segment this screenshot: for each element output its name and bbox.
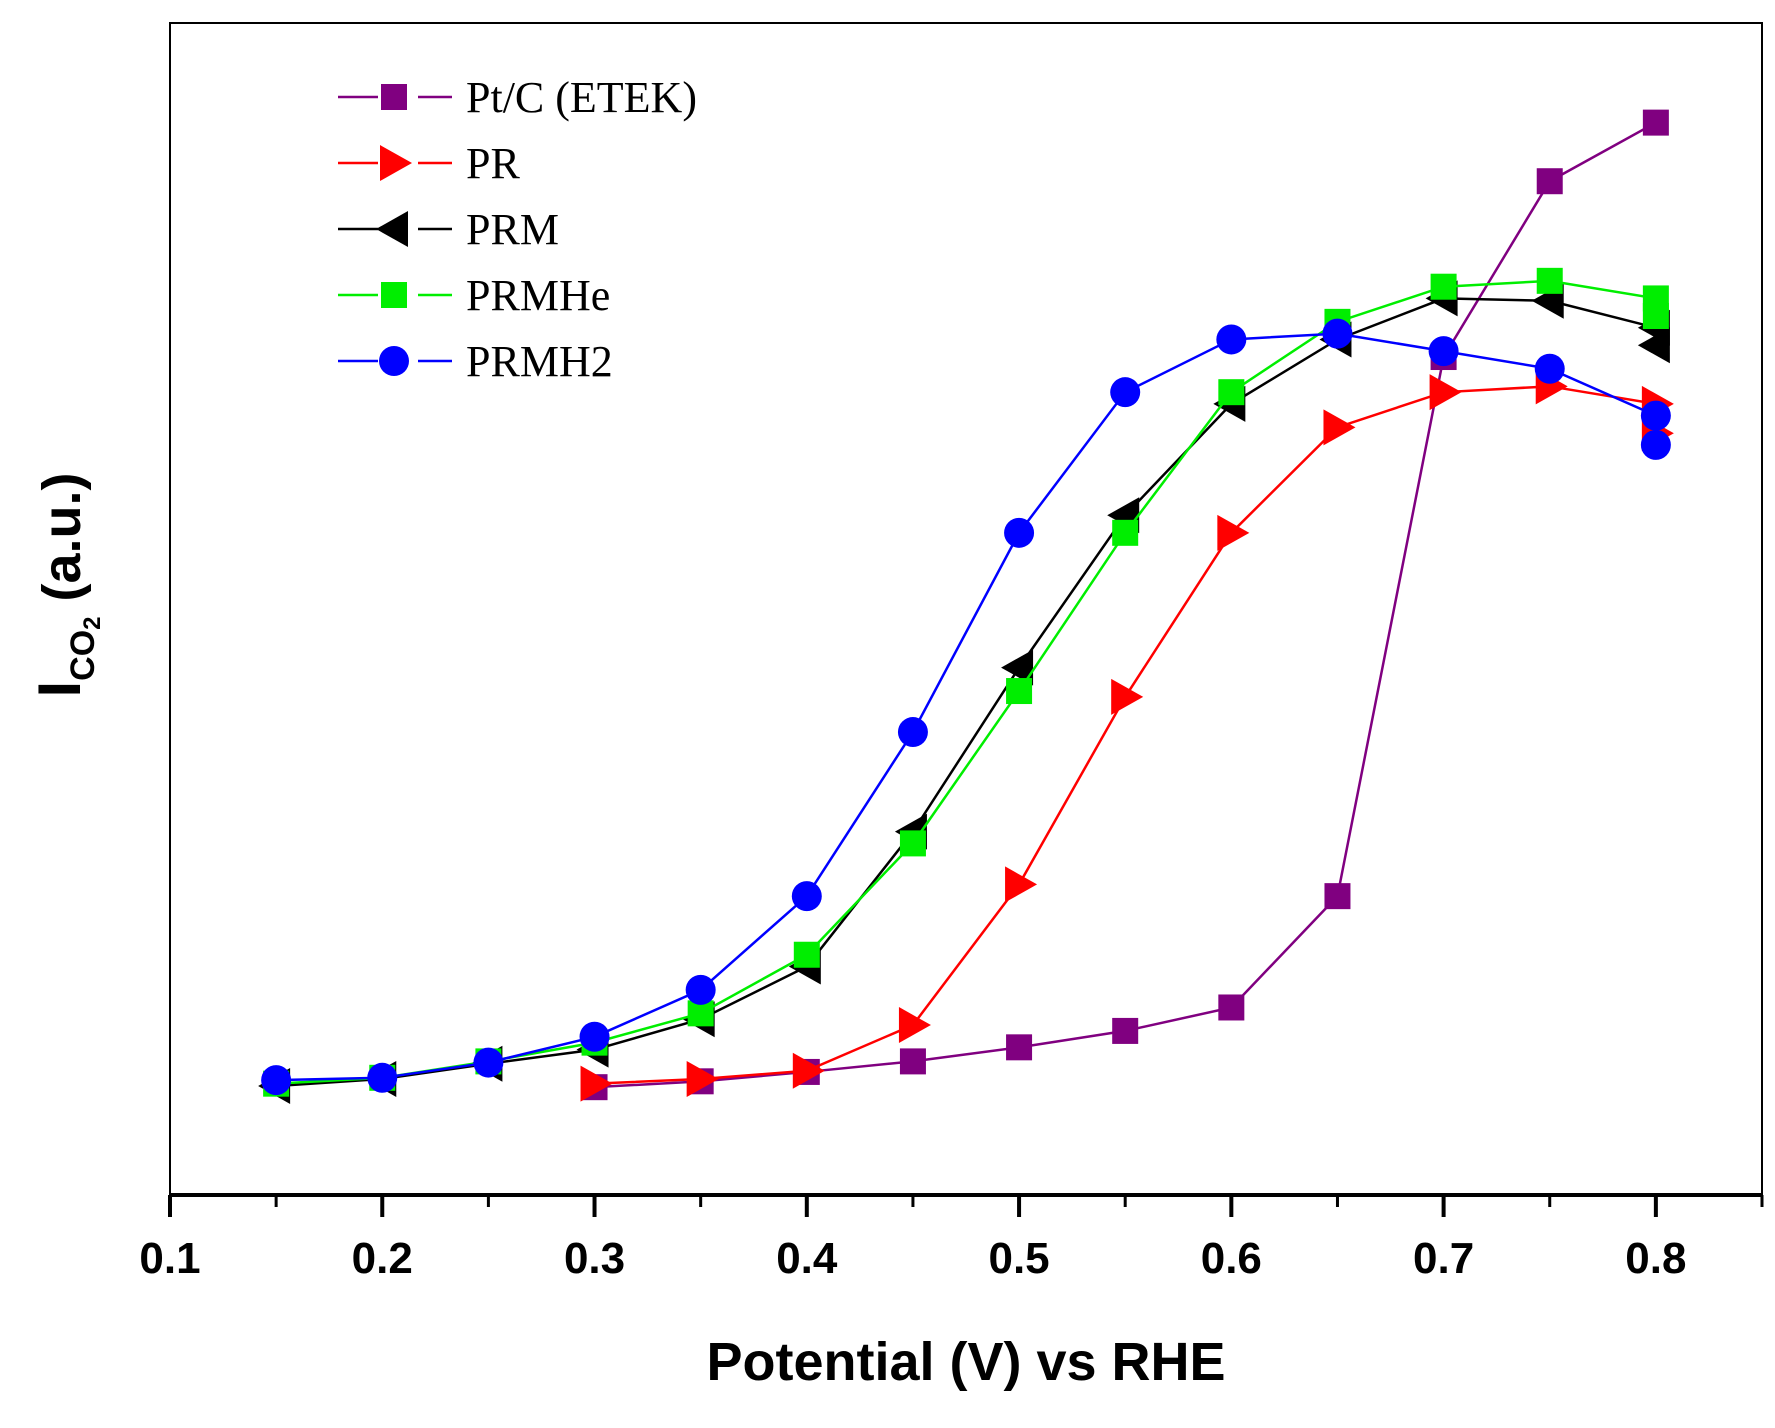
y-axis-title-sub: CO: [64, 630, 102, 681]
legend-label: PRMHe: [466, 271, 610, 320]
data-point: [1112, 519, 1139, 546]
data-point: [261, 1065, 292, 1096]
data-point: [1111, 678, 1144, 715]
data-point: [1430, 273, 1457, 300]
legend-item: Pt/C (ETEK): [338, 73, 697, 122]
legend-item: PR: [338, 139, 520, 188]
x-tick-label: 0.6: [1201, 1234, 1262, 1283]
y-axis-title-main: I: [26, 681, 93, 698]
plot-frame: [169, 22, 1763, 1196]
data-point: [793, 941, 820, 968]
data-point: [899, 830, 926, 857]
x-tick-label: 0.1: [139, 1234, 200, 1283]
legend-label: PRMH2: [466, 337, 613, 386]
data-point: [1001, 649, 1034, 686]
data-point-extra: [1642, 303, 1669, 329]
data-point: [579, 1021, 610, 1052]
x-tick-label: 0.3: [564, 1234, 625, 1283]
data-point: [580, 1065, 613, 1102]
legend-marker: [379, 346, 409, 376]
x-tick-label: 0.2: [352, 1234, 413, 1283]
legend-item: PRMH2: [338, 337, 613, 386]
x-axis: 0.1 0.2 0.3 0.4 0.5 0.6 0.7 0.8: [139, 1193, 1764, 1283]
data-point: [1536, 168, 1563, 195]
data-point-extra: [1640, 429, 1671, 460]
x-tick-label: 0.7: [1413, 1234, 1474, 1283]
legend-label: PRM: [466, 205, 559, 254]
series-line: [594, 385, 1657, 1085]
series-prmh2: [261, 318, 1671, 1096]
data-point: [1322, 318, 1353, 349]
series-prm: [258, 280, 1670, 1105]
series-line: [276, 297, 1657, 1088]
y-axis-title-sub2: 2: [79, 616, 106, 629]
data-point: [1110, 377, 1141, 408]
data-point: [1218, 379, 1245, 406]
data-point: [1429, 374, 1462, 411]
x-tick-label: 0.5: [988, 1234, 1049, 1283]
data-point: [686, 1060, 719, 1097]
y-axis-title-unit: (a.u.): [32, 472, 92, 616]
data-point: [791, 881, 822, 912]
legend-item: PRM: [338, 205, 559, 254]
data-point: [1640, 400, 1671, 431]
y-axis-title: ICO2 (a.u.): [26, 472, 106, 697]
data-point: [685, 974, 716, 1005]
series-line: [276, 332, 1657, 1082]
legend-marker: [381, 84, 407, 110]
data-point: [1534, 353, 1565, 384]
data-point: [1536, 267, 1563, 294]
series-pr: [580, 368, 1674, 1102]
data-point: [1642, 109, 1669, 136]
legend-label: Pt/C (ETEK): [466, 73, 697, 122]
legend-marker: [376, 211, 408, 247]
series-line: [276, 279, 1657, 1085]
data-point: [1218, 994, 1245, 1021]
data-point: [897, 717, 928, 748]
x-tick-label: 0.8: [1625, 1234, 1686, 1283]
data-point: [1112, 1017, 1139, 1044]
data-point: [1216, 324, 1247, 355]
data-point: [898, 1007, 931, 1044]
legend-marker: [381, 282, 407, 308]
legend-label: PR: [466, 139, 520, 188]
series-layer: [258, 109, 1674, 1105]
data-point: [473, 1047, 504, 1078]
data-point: [792, 1052, 825, 1089]
data-point: [899, 1048, 926, 1075]
data-point: [367, 1062, 398, 1093]
data-point: [1006, 1034, 1033, 1061]
data-point-extra: [1637, 327, 1670, 364]
data-point: [1005, 866, 1038, 903]
legend-marker: [380, 145, 412, 181]
legend-item: PRMHe: [338, 271, 610, 320]
x-tick-label: 0.4: [776, 1234, 838, 1283]
data-point: [1323, 409, 1356, 446]
data-point: [1006, 678, 1033, 705]
x-axis-title: Potential (V) vs RHE: [706, 1332, 1225, 1392]
data-point: [1004, 517, 1035, 548]
data-point: [1324, 883, 1351, 910]
data-point: [1217, 514, 1250, 551]
data-point: [1428, 336, 1459, 367]
legend: Pt/C (ETEK) PR PRM PRMHe PRMH2: [338, 73, 697, 386]
